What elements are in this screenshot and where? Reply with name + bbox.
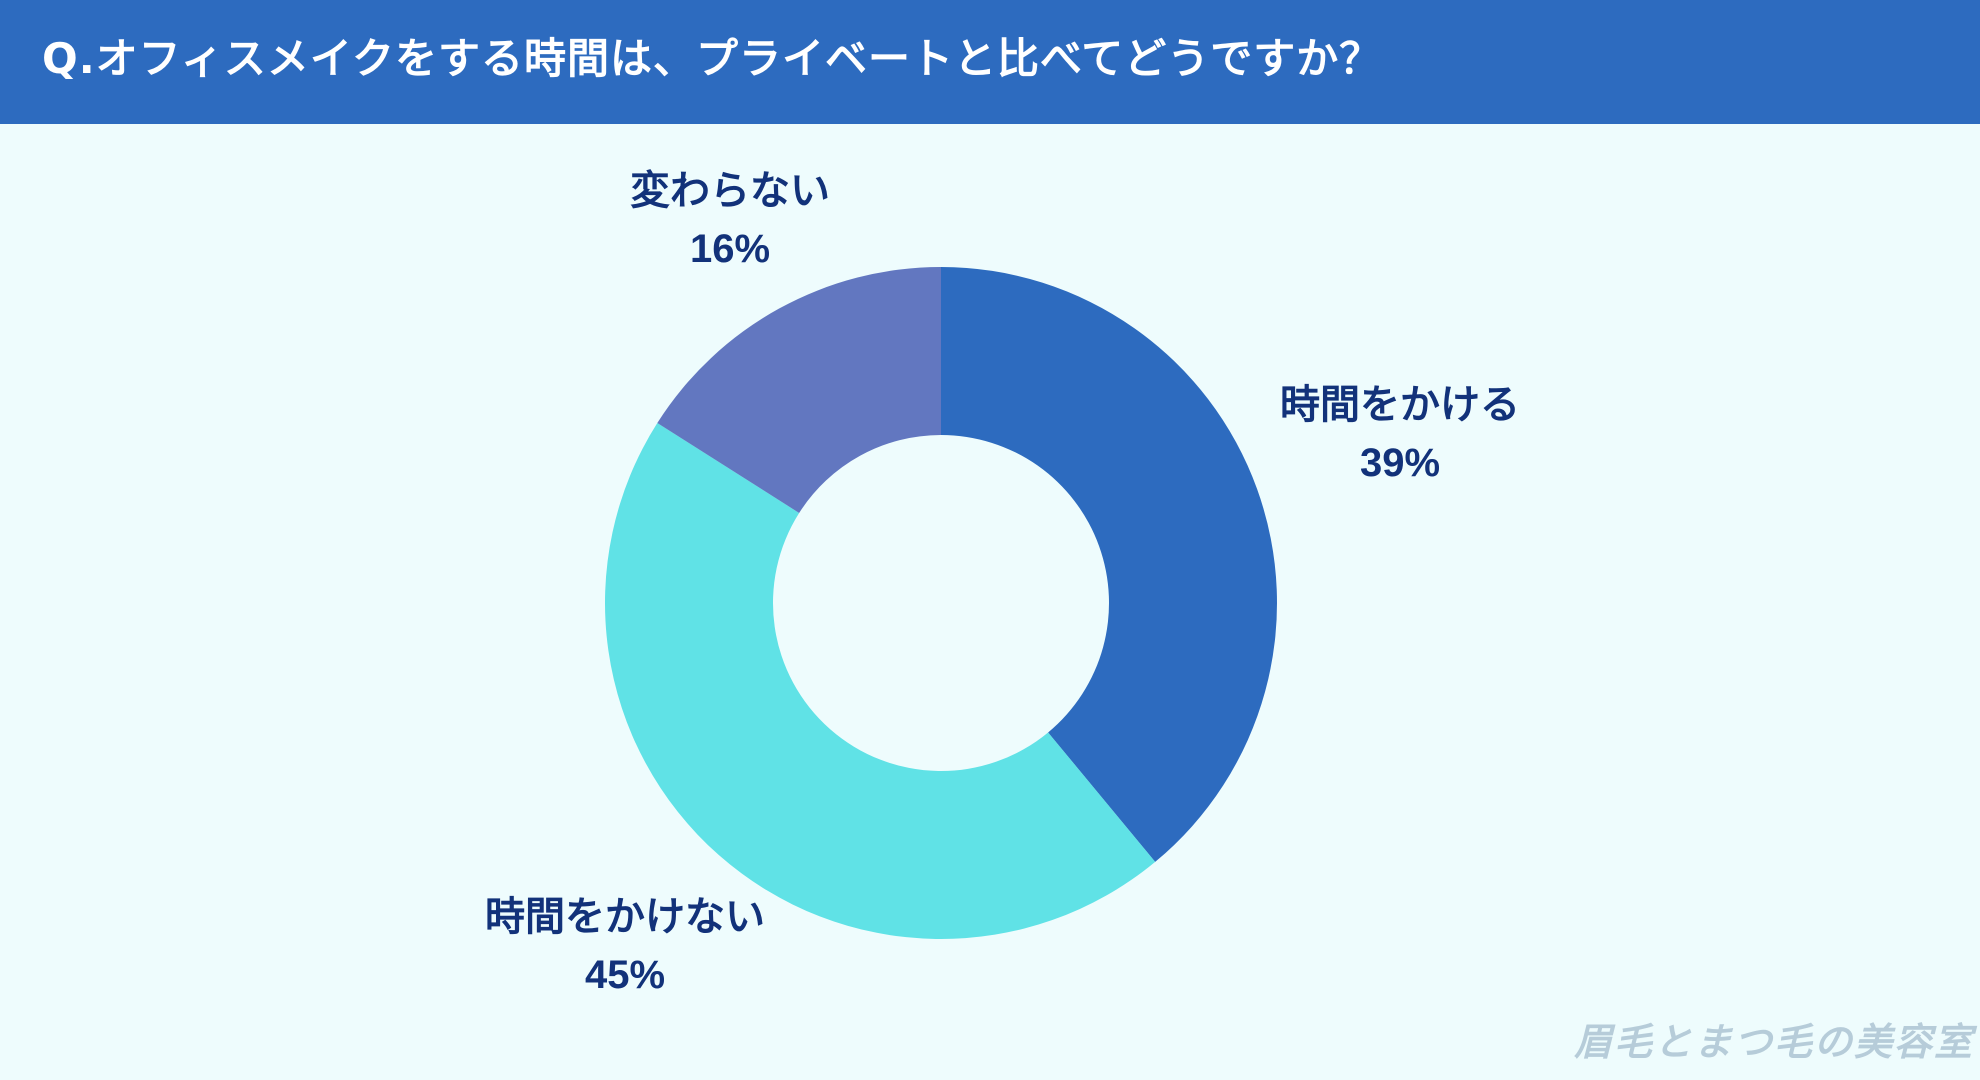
donut-chart <box>605 267 1278 940</box>
slice-label-jikan-wo-kakenai: 時間をかけない 45% <box>470 888 780 1004</box>
slice-category-label: 時間をかけない <box>485 894 765 940</box>
slice-value-label: 39% <box>1359 441 1441 485</box>
donut-slice-2 <box>657 267 941 513</box>
page-title: Q.オフィスメイクをする時間は、プライベートと比べてどうですか？ <box>42 34 1383 83</box>
watermark-logo: 眉毛とまつ毛の美容室 <box>1573 1019 1974 1064</box>
slice-category-label: 時間をかける <box>1280 382 1520 428</box>
donut-slice-0 <box>941 267 1278 862</box>
slice-value-label: 45% <box>584 953 666 997</box>
donut-slice-1 <box>605 422 1156 940</box>
slice-label-kawaranai: 変わらない 16% <box>600 162 860 278</box>
header-bar: Q.オフィスメイクをする時間は、プライベートと比べてどうですか？ <box>0 0 1980 124</box>
slice-label-jikan-wo-kakeru: 時間をかける 39% <box>1260 376 1540 492</box>
slice-value-label: 16% <box>689 227 771 271</box>
slice-category-label: 変わらない <box>630 168 830 214</box>
chart-area: 時間をかける 39% 時間をかけない 45% 変わらない 16% 眉毛とまつ毛の… <box>0 124 1980 1080</box>
